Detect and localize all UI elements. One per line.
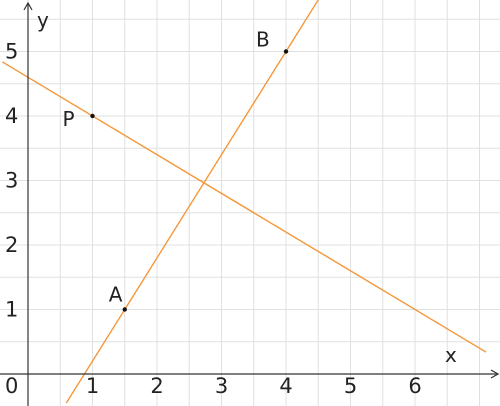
point-b-marker: [283, 49, 289, 54]
y-tick-label: 4: [5, 104, 18, 128]
y-tick-label: 2: [5, 233, 18, 257]
y-tick-label: 5: [5, 40, 18, 64]
point-p-marker: [90, 113, 95, 119]
series-line-1: [65, 0, 320, 404]
x-axis-arrow-icon: [490, 369, 500, 379]
y-tick-label: 1: [5, 298, 18, 322]
series-lines: [1, 0, 487, 404]
point-p-label: P: [63, 107, 75, 131]
x-tick-label: 2: [150, 374, 163, 398]
x-tick-label: 1: [86, 374, 99, 398]
series-line-2: [1, 61, 487, 353]
y-tick-label: 3: [5, 169, 18, 193]
tick-labels: 1 2 3 4 5 6 1 2 3 4 5: [5, 40, 422, 399]
x-tick-label: 4: [279, 374, 292, 398]
point-b-label: B: [256, 28, 270, 52]
labeled-points: A B P: [63, 28, 289, 312]
origin-label: 0: [5, 374, 18, 398]
point-a-marker: [122, 307, 127, 312]
y-axis-label: y: [37, 8, 49, 32]
x-tick-label: 6: [408, 374, 421, 398]
x-tick-label: 5: [344, 374, 357, 398]
x-tick-label: 3: [215, 374, 228, 398]
y-axis-arrow-icon: [23, 1, 33, 11]
point-a-label: A: [109, 283, 123, 307]
x-axis-label: x: [445, 343, 457, 367]
